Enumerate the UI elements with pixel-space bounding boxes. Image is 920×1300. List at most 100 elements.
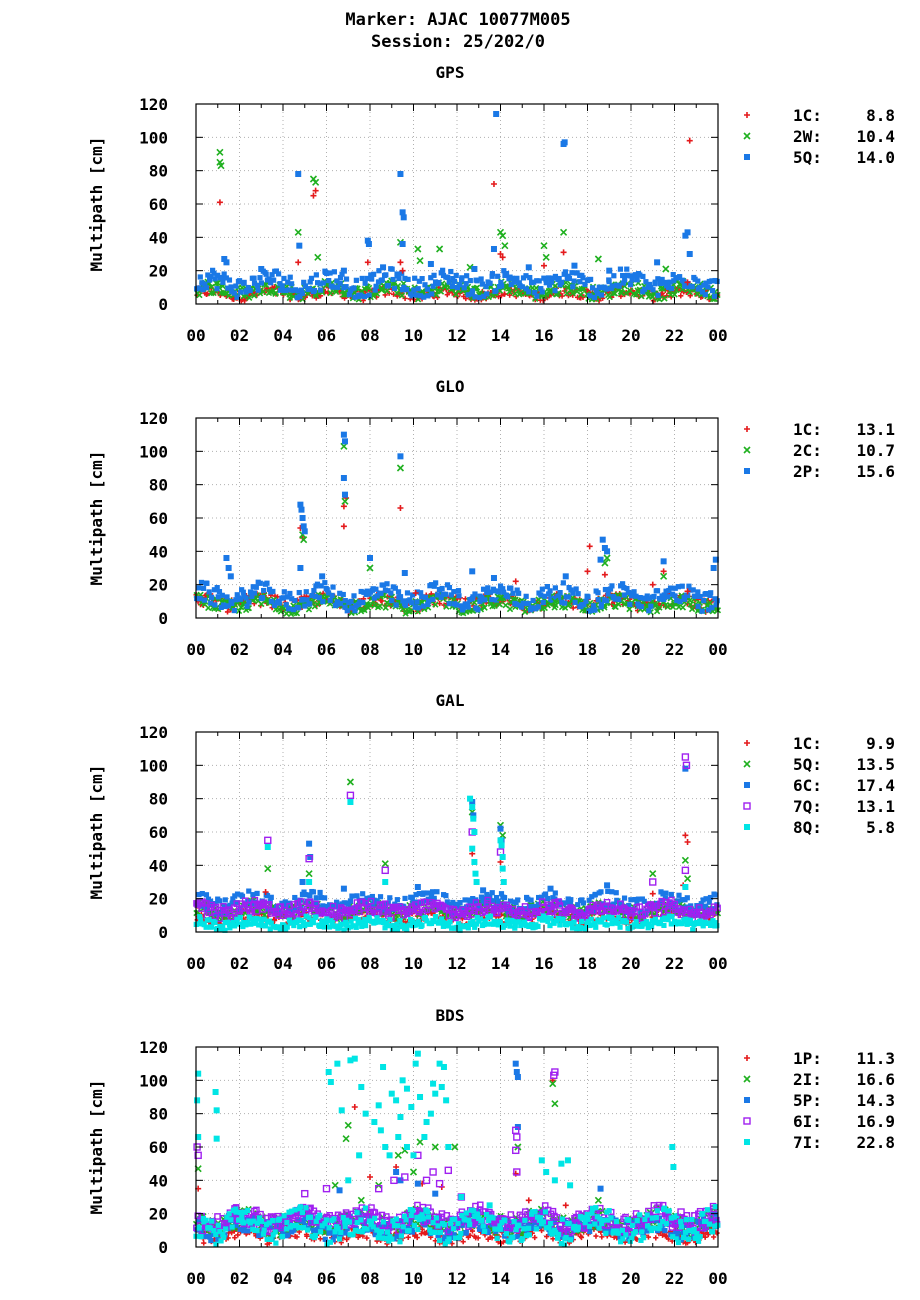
x-tick-label: 20	[621, 954, 640, 973]
noise-point-5q	[463, 281, 469, 287]
x-tick-label: 00	[186, 640, 205, 659]
noise-point-5q	[422, 282, 428, 288]
noise-point-5q	[469, 291, 475, 297]
data-point-1c	[684, 839, 691, 845]
legend-label-1c: 1C:	[793, 420, 822, 439]
data-point-1c	[649, 581, 656, 588]
data-point-1c	[684, 279, 691, 286]
data-point-8q	[306, 879, 313, 885]
noise-point-1p	[405, 1234, 411, 1240]
noise-point-6c	[614, 897, 620, 903]
y-tick-label: 80	[149, 476, 168, 495]
noise-point-5q	[665, 284, 672, 290]
noise-point-2p	[404, 590, 411, 596]
y-tick-label: 80	[149, 790, 168, 809]
noise-point-2w	[611, 290, 619, 297]
data-point-5q	[682, 232, 689, 239]
noise-point-2p	[212, 602, 218, 608]
noise-point-5q	[622, 277, 628, 283]
noise-point-5q	[308, 275, 315, 281]
noise-point-2p	[699, 608, 705, 614]
noise-point-5q	[481, 293, 487, 299]
noise-point-5q	[419, 276, 425, 282]
noise-point-5q	[425, 293, 431, 299]
noise-point-2p	[714, 598, 720, 604]
noise-point-6c	[528, 897, 534, 903]
noise-point-2w	[340, 291, 347, 298]
noise-point-5q	[424, 286, 431, 292]
noise-point-5q	[620, 272, 626, 279]
data-point-5q	[493, 111, 500, 117]
noise-point-8q	[348, 918, 354, 924]
legend-label-5q: 5Q:	[793, 755, 822, 774]
noise-point-2w	[383, 287, 391, 295]
noise-point-5q	[269, 272, 275, 278]
noise-point-5q	[203, 285, 210, 291]
data-point-8q	[498, 842, 505, 849]
data-point-5q	[525, 264, 532, 271]
legend-marker-5q	[743, 760, 751, 768]
data-point-5q	[381, 860, 389, 868]
noise-point-2p	[690, 587, 696, 593]
noise-point-5q	[326, 278, 332, 284]
noise-point-5q	[478, 276, 484, 282]
x-tick-label: 02	[230, 326, 249, 345]
data-point-5q	[399, 209, 406, 216]
noise-point-2p	[695, 589, 701, 595]
noise-point-2p	[206, 589, 212, 595]
noise-point-8q	[623, 919, 630, 925]
legend-label-7q: 7Q:	[793, 797, 822, 816]
x-tick-label: 12	[447, 640, 466, 659]
noise-point-5q	[421, 294, 427, 300]
noise-point-6c	[347, 898, 354, 904]
noise-point-2p	[595, 590, 601, 596]
y-tick-label: 120	[139, 95, 168, 114]
noise-point-5q	[389, 266, 395, 272]
noise-point-2w	[327, 289, 334, 297]
noise-point-2p	[472, 591, 478, 597]
noise-point-2p	[547, 588, 553, 594]
data-point-1c	[586, 543, 593, 550]
noise-point-5q	[317, 281, 323, 287]
series-gps-2w	[216, 148, 670, 273]
data-point-5q	[684, 229, 691, 236]
noise-point-5q	[465, 292, 471, 298]
noise-point-5q	[231, 290, 237, 296]
x-tick-label: 14	[491, 326, 510, 345]
noise-point-2p	[329, 592, 335, 599]
noise-point-2w	[379, 285, 386, 293]
noise-point-5q	[307, 279, 313, 285]
noise-point-5q	[692, 276, 698, 282]
legend-value-1c: 9.9	[866, 734, 895, 753]
noise-point-6c	[668, 891, 674, 898]
noise-point-5q	[199, 280, 205, 286]
noise-point-5q	[366, 292, 372, 298]
legend-label-1c: 1C:	[793, 734, 822, 753]
noise-point-5q	[289, 281, 295, 287]
y-tick-label: 80	[149, 162, 168, 181]
noise-point-5q	[604, 286, 610, 292]
noise-point-5q	[699, 289, 706, 295]
series-gal-8q	[264, 795, 689, 890]
x-tick-label: 18	[578, 954, 597, 973]
data-point-2p	[367, 555, 373, 561]
noise-point-2w	[638, 293, 645, 300]
noise-point-5q	[589, 285, 596, 291]
noise-point-2p	[340, 591, 346, 598]
noise-point-2p	[201, 597, 208, 603]
noise-point-5q	[196, 285, 202, 291]
noise-point-2p	[276, 600, 282, 606]
noise-point-5q	[357, 292, 364, 298]
x-tick-label: 12	[447, 954, 466, 973]
noise-point-2p	[609, 583, 615, 589]
noise-point-2p	[320, 599, 326, 605]
noise-point-2p	[654, 588, 661, 594]
noise-point-2w	[246, 294, 253, 302]
noise-point-2w	[251, 292, 258, 299]
noise-point-5q	[277, 287, 284, 293]
data-point-2p	[297, 565, 304, 571]
noise-point-2p	[679, 583, 685, 589]
noise-point-5q	[591, 294, 598, 301]
data-point-7q	[264, 836, 272, 845]
